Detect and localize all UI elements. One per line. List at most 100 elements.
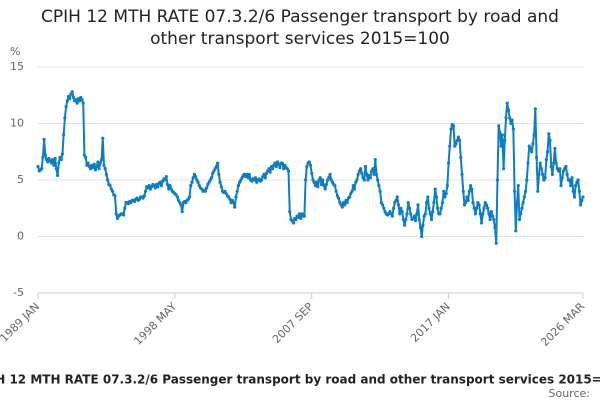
- data-point: [179, 203, 183, 207]
- data-point: [167, 187, 171, 191]
- data-point: [324, 182, 328, 187]
- data-point: [64, 104, 68, 109]
- data-point: [494, 241, 498, 245]
- data-point: [316, 185, 320, 189]
- data-point: [55, 173, 60, 178]
- data-point: [307, 160, 311, 164]
- data-point: [296, 215, 300, 219]
- data-point: [80, 98, 84, 102]
- data-point: [489, 210, 493, 214]
- data-point: [233, 205, 237, 209]
- data-point: [460, 172, 464, 176]
- data-point: [549, 164, 553, 169]
- data-point: [433, 187, 437, 191]
- data-point: [432, 201, 436, 205]
- data-point: [574, 184, 578, 188]
- data-point: [231, 201, 236, 205]
- data-point: [104, 172, 109, 176]
- data-point: [322, 184, 326, 188]
- data-point: [46, 160, 50, 164]
- data-point: [333, 184, 337, 188]
- data-point: [424, 201, 429, 205]
- data-point: [545, 150, 550, 154]
- data-point: [479, 221, 484, 225]
- data-point: [514, 229, 518, 233]
- data-point: [299, 216, 303, 221]
- data-point: [521, 201, 525, 205]
- data-point: [86, 161, 90, 165]
- data-point: [209, 176, 214, 180]
- data-point: [194, 175, 198, 179]
- data-point: [407, 206, 412, 210]
- data-point: [508, 116, 512, 120]
- data-point: [219, 185, 223, 189]
- data-point: [327, 176, 331, 180]
- data-point: [413, 219, 418, 223]
- data-point: [278, 165, 282, 170]
- data-point: [471, 201, 475, 205]
- data-point: [498, 130, 502, 135]
- data-point: [190, 180, 194, 184]
- data-point: [40, 167, 44, 171]
- data-point: [382, 206, 386, 210]
- data-point: [70, 90, 74, 94]
- data-point: [313, 184, 317, 188]
- data-point: [282, 167, 286, 171]
- data-point: [362, 178, 366, 182]
- data-point: [468, 184, 473, 188]
- data-point: [505, 101, 509, 105]
- data-point: [360, 171, 364, 175]
- data-point: [99, 158, 104, 162]
- data-point: [271, 167, 275, 171]
- data-point: [473, 212, 478, 216]
- data-point: [312, 180, 316, 184]
- data-point: [477, 203, 481, 207]
- data-point: [288, 210, 292, 214]
- data-point: [538, 161, 542, 165]
- data-point: [515, 201, 519, 205]
- data-point: [554, 161, 558, 165]
- data-point: [57, 161, 61, 165]
- data-point: [550, 172, 555, 176]
- data-point: [493, 225, 497, 230]
- data-point: [506, 108, 511, 112]
- data-point: [380, 203, 385, 207]
- data-point: [291, 221, 295, 225]
- data-point: [350, 189, 354, 193]
- data-point: [475, 206, 479, 210]
- data-point: [443, 195, 447, 199]
- data-point: [81, 101, 85, 105]
- data-point: [371, 167, 375, 171]
- data-point: [267, 167, 271, 171]
- data-point: [205, 186, 209, 190]
- data-point: [398, 212, 402, 216]
- data-point: [121, 213, 126, 217]
- data-point: [355, 178, 359, 182]
- data-point: [503, 138, 507, 143]
- data-point: [510, 118, 514, 122]
- data-point: [528, 146, 533, 150]
- data-point: [74, 98, 78, 102]
- data-point: [65, 99, 69, 103]
- data-point: [305, 164, 309, 169]
- data-point: [180, 210, 184, 214]
- data-point: [559, 184, 563, 188]
- data-point: [401, 217, 405, 222]
- data-point: [461, 189, 465, 193]
- data-point: [390, 214, 394, 218]
- y-tick-label: 15: [10, 60, 24, 73]
- data-point: [378, 189, 382, 193]
- data-point: [236, 184, 241, 188]
- data-point: [106, 178, 110, 182]
- data-point: [438, 212, 442, 216]
- data-point: [175, 195, 179, 199]
- data-point: [63, 116, 67, 120]
- data-point: [416, 203, 420, 207]
- data-point: [576, 178, 580, 182]
- x-tick-label: 1989 JAN: [0, 300, 42, 345]
- data-point: [565, 172, 569, 176]
- data-point: [478, 212, 482, 216]
- data-point: [328, 172, 332, 176]
- data-point: [404, 217, 408, 222]
- data-point: [444, 191, 448, 196]
